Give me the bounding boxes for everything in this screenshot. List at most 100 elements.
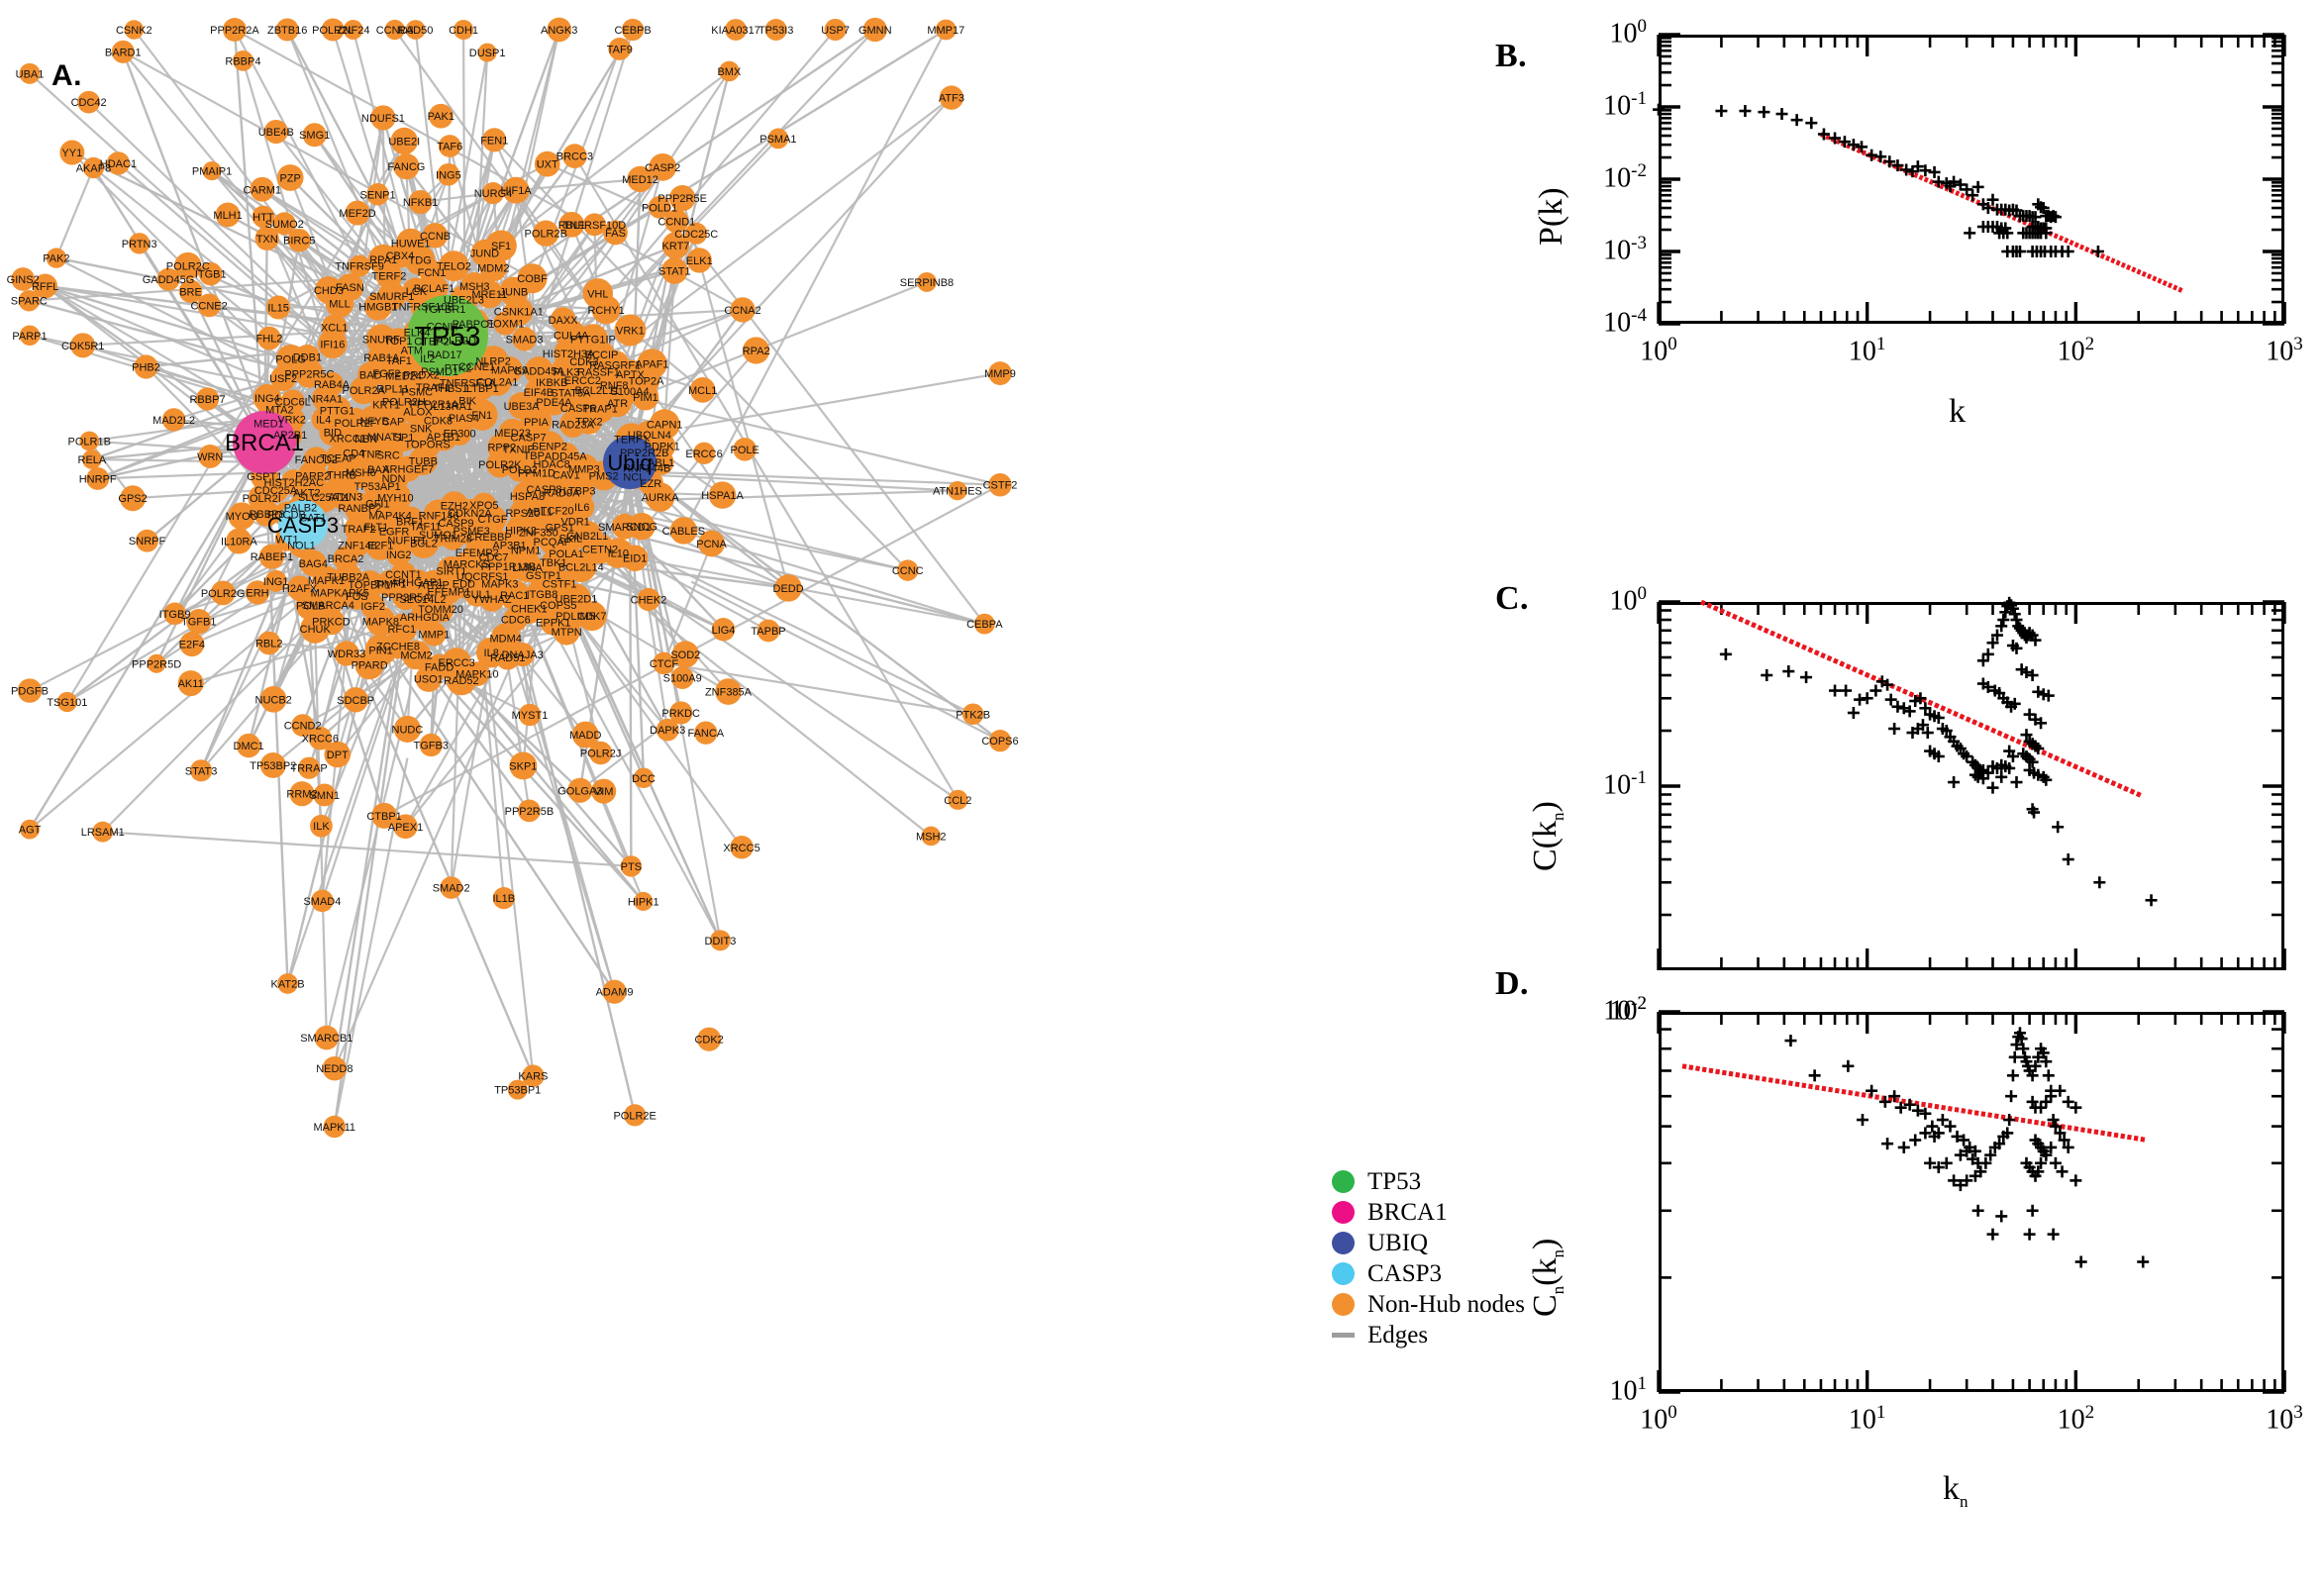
network-node[interactable]	[198, 261, 223, 286]
network-node[interactable]	[156, 267, 180, 291]
network-node[interactable]	[256, 631, 281, 655]
network-node[interactable]	[438, 135, 461, 157]
network-node[interactable]	[560, 583, 591, 614]
network-node[interactable]	[375, 262, 403, 289]
network-node[interactable]	[671, 641, 699, 668]
network-node[interactable]	[111, 40, 135, 63]
network-node[interactable]	[492, 550, 525, 582]
network-node[interactable]	[302, 123, 327, 148]
network-node[interactable]	[541, 549, 565, 574]
network-node[interactable]	[408, 447, 438, 475]
network-node[interactable]	[245, 580, 270, 605]
network-node[interactable]	[556, 378, 585, 407]
hub-node-tp53[interactable]	[407, 295, 488, 376]
network-node[interactable]	[648, 195, 671, 219]
network-node[interactable]	[321, 314, 348, 341]
network-node[interactable]	[313, 783, 337, 807]
network-node[interactable]	[106, 151, 131, 175]
network-node[interactable]	[254, 226, 279, 250]
network-node[interactable]	[384, 19, 405, 41]
network-node[interactable]	[988, 361, 1012, 385]
network-node[interactable]	[77, 90, 100, 114]
network-node[interactable]	[698, 530, 725, 557]
network-node[interactable]	[163, 602, 186, 626]
network-node[interactable]	[440, 876, 462, 899]
network-node[interactable]	[363, 471, 392, 500]
network-node[interactable]	[371, 802, 398, 829]
network-node[interactable]	[195, 387, 220, 411]
network-node[interactable]	[733, 438, 757, 461]
network-node[interactable]	[263, 119, 288, 145]
network-node[interactable]	[730, 297, 756, 323]
network-node[interactable]	[354, 650, 384, 680]
network-node[interactable]	[481, 181, 505, 205]
network-node[interactable]	[437, 162, 460, 186]
network-node[interactable]	[377, 281, 407, 311]
network-node[interactable]	[82, 449, 102, 469]
network-node[interactable]	[345, 200, 370, 226]
network-node[interactable]	[764, 19, 787, 41]
hub-node-brca1[interactable]	[233, 411, 296, 474]
network-node[interactable]	[471, 492, 497, 518]
network-node[interactable]	[708, 481, 737, 509]
network-node[interactable]	[334, 641, 359, 666]
network-node[interactable]	[669, 184, 696, 212]
network-node[interactable]	[86, 466, 110, 490]
network-node[interactable]	[197, 293, 222, 318]
network-node[interactable]	[408, 189, 433, 215]
network-node[interactable]	[326, 459, 357, 490]
network-node[interactable]	[291, 714, 315, 738]
network-node[interactable]	[482, 128, 507, 152]
network-node[interactable]	[446, 664, 477, 696]
network-node[interactable]	[177, 670, 204, 697]
network-node[interactable]	[634, 891, 654, 911]
network-node[interactable]	[422, 223, 449, 249]
network-node[interactable]	[393, 152, 420, 180]
network-node[interactable]	[550, 307, 576, 333]
network-node[interactable]	[258, 544, 285, 569]
network-node[interactable]	[694, 721, 718, 745]
network-node[interactable]	[730, 836, 754, 859]
network-node[interactable]	[198, 444, 223, 468]
network-node[interactable]	[350, 376, 378, 405]
network-node[interactable]	[567, 777, 593, 803]
network-node[interactable]	[323, 396, 352, 425]
network-node[interactable]	[226, 528, 252, 554]
network-node[interactable]	[236, 733, 261, 758]
network-node[interactable]	[210, 580, 236, 606]
network-node[interactable]	[534, 150, 560, 177]
network-node[interactable]	[507, 1079, 528, 1100]
network-node[interactable]	[33, 273, 58, 299]
network-node[interactable]	[454, 368, 481, 397]
network-node[interactable]	[450, 403, 478, 433]
network-node[interactable]	[92, 821, 114, 843]
network-node[interactable]	[257, 326, 281, 350]
network-node[interactable]	[988, 472, 1012, 497]
network-node[interactable]	[533, 220, 559, 247]
network-node[interactable]	[582, 278, 614, 309]
network-node[interactable]	[19, 62, 41, 84]
network-node[interactable]	[921, 826, 942, 847]
network-node[interactable]	[562, 144, 587, 168]
network-node[interactable]	[621, 18, 645, 42]
network-node[interactable]	[526, 578, 558, 610]
network-node[interactable]	[228, 502, 255, 530]
network-node[interactable]	[896, 559, 919, 581]
network-node[interactable]	[321, 18, 345, 42]
network-node[interactable]	[134, 354, 158, 379]
network-node[interactable]	[477, 43, 497, 62]
network-node[interactable]	[366, 183, 389, 206]
network-node[interactable]	[124, 20, 145, 40]
network-node[interactable]	[275, 18, 299, 42]
network-node[interactable]	[384, 633, 412, 659]
network-node[interactable]	[774, 574, 802, 602]
network-node[interactable]	[502, 176, 530, 204]
network-node[interactable]	[322, 1055, 348, 1081]
network-node[interactable]	[202, 161, 222, 181]
network-node[interactable]	[17, 678, 43, 703]
network-node[interactable]	[454, 19, 474, 41]
network-node[interactable]	[633, 767, 655, 789]
network-node[interactable]	[344, 492, 375, 524]
network-node[interactable]	[661, 232, 690, 259]
network-node[interactable]	[11, 267, 36, 291]
